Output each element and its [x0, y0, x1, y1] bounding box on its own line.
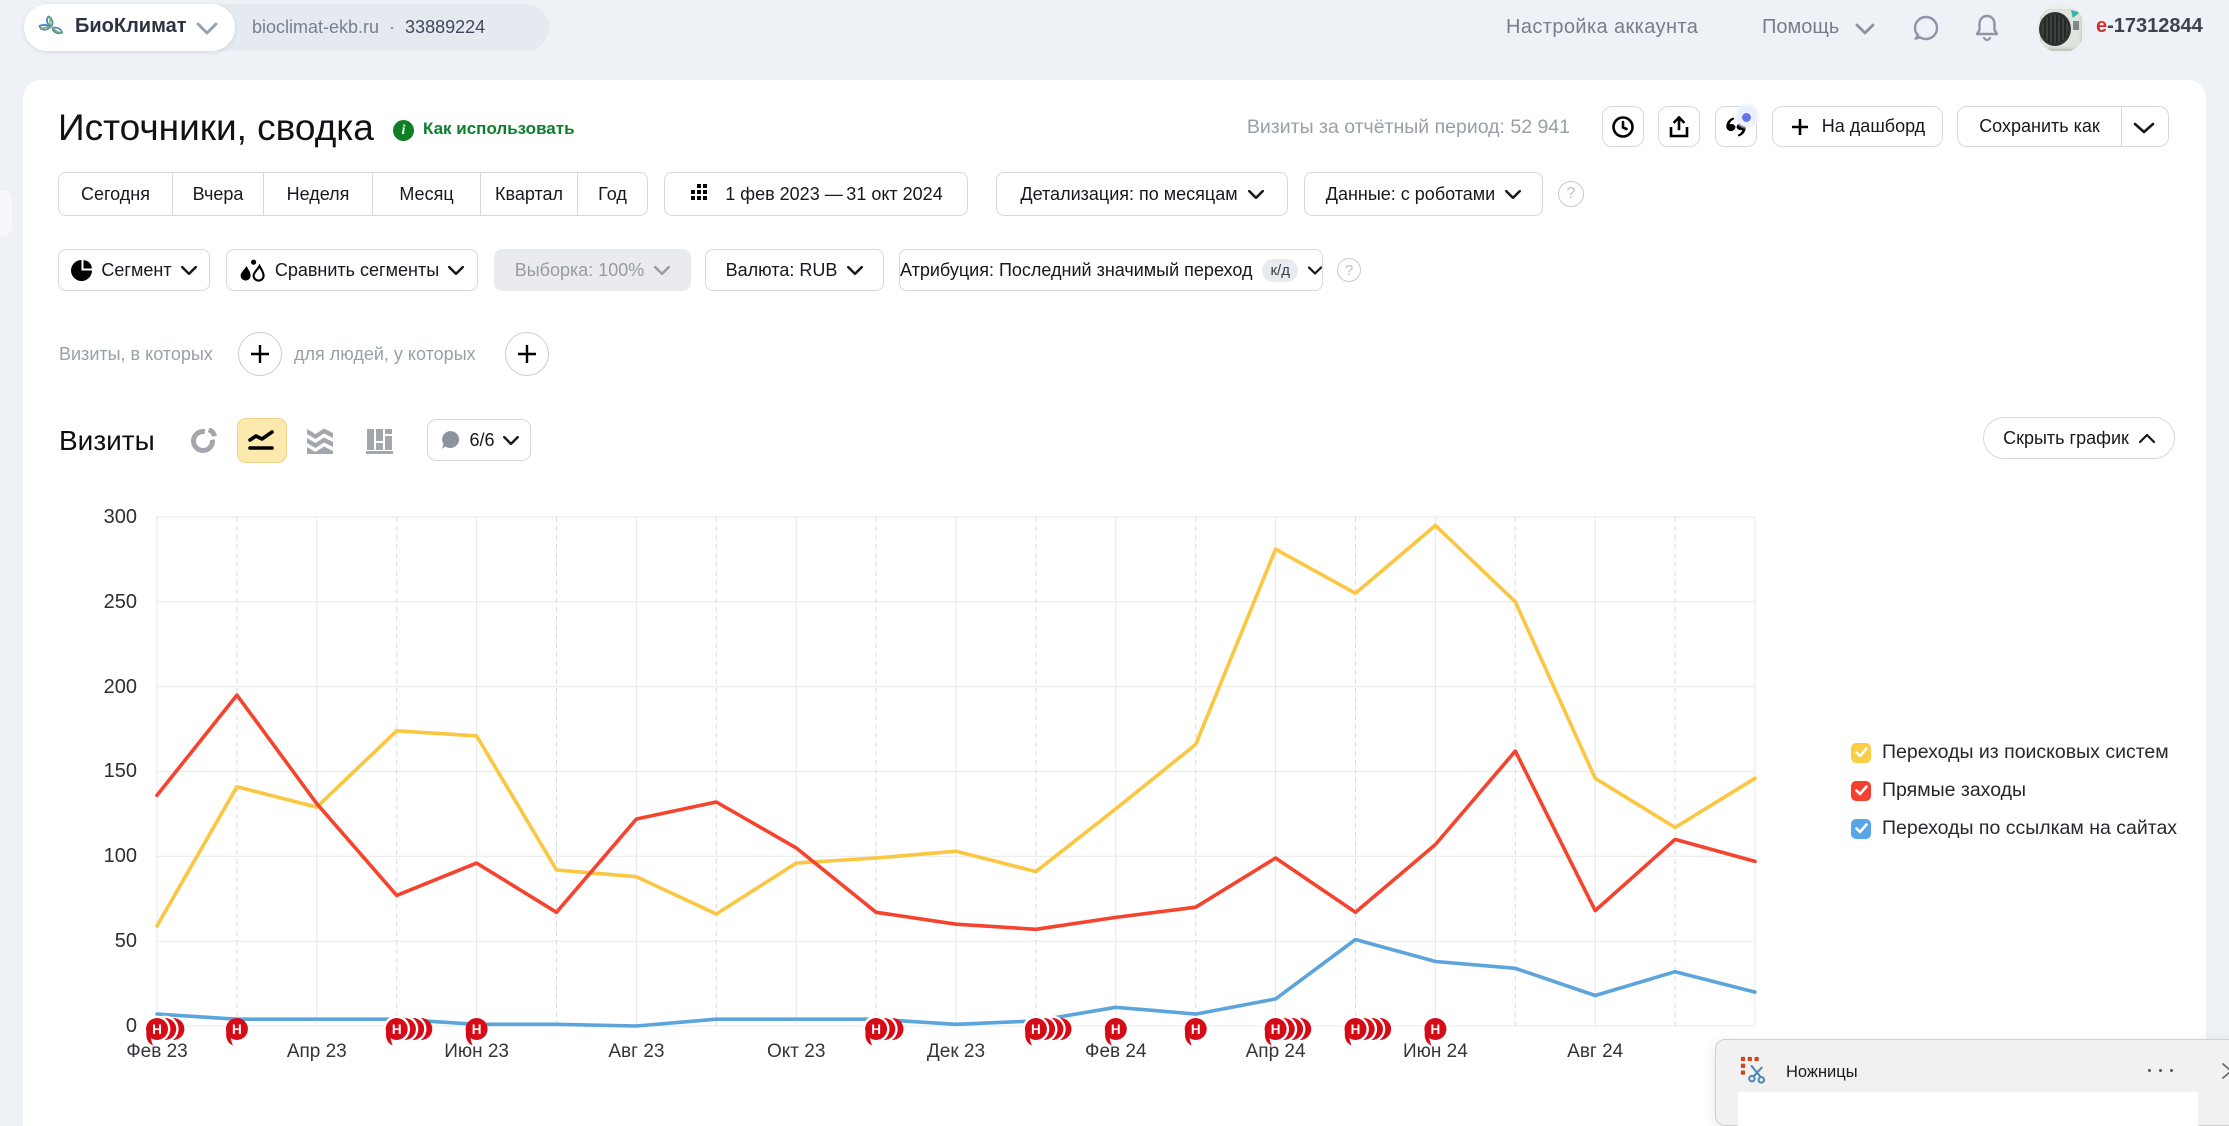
svg-text:Н: Н: [472, 1022, 482, 1037]
svg-text:Н: Н: [1351, 1022, 1361, 1037]
svg-text:Окт 23: Окт 23: [767, 1041, 825, 1062]
svg-text:Апр 24: Апр 24: [1246, 1041, 1306, 1062]
svg-text:Н: Н: [152, 1022, 162, 1037]
svg-text:Н: Н: [871, 1022, 881, 1037]
svg-text:Н: Н: [232, 1022, 242, 1037]
svg-text:Фев 24: Фев 24: [1085, 1041, 1147, 1062]
svg-text:Авг 23: Авг 23: [608, 1041, 664, 1062]
svg-text:Апр 23: Апр 23: [287, 1041, 347, 1062]
svg-text:Июн 23: Июн 23: [444, 1041, 509, 1062]
svg-text:Н: Н: [392, 1022, 402, 1037]
svg-text:Н: Н: [1431, 1022, 1441, 1037]
svg-text:Н: Н: [1111, 1022, 1121, 1037]
svg-text:Н: Н: [1031, 1022, 1041, 1037]
svg-text:Авг 24: Авг 24: [1567, 1041, 1624, 1062]
svg-text:Н: Н: [1271, 1022, 1281, 1037]
svg-text:Н: Н: [1191, 1022, 1201, 1037]
svg-text:Июн 24: Июн 24: [1403, 1041, 1468, 1062]
svg-text:Фев 23: Фев 23: [126, 1041, 188, 1062]
svg-text:Дек 23: Дек 23: [927, 1041, 985, 1062]
